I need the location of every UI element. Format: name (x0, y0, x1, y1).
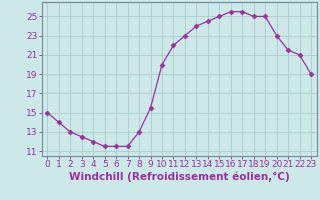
X-axis label: Windchill (Refroidissement éolien,°C): Windchill (Refroidissement éolien,°C) (69, 172, 290, 182)
